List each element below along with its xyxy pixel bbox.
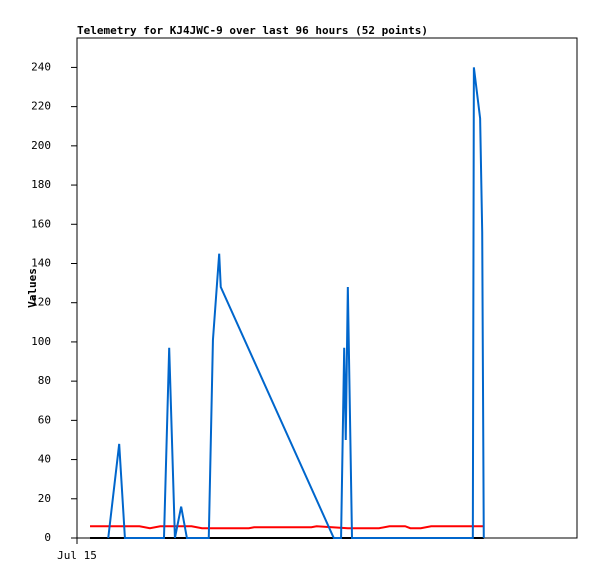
y-tick-label: 120 (31, 296, 51, 309)
y-tick-label: 160 (31, 217, 51, 230)
x-tick-label: Jul 15 (57, 549, 97, 562)
y-tick-label: 220 (31, 100, 51, 113)
y-tick-label: 80 (38, 374, 51, 387)
y-tick-label: 40 (38, 453, 51, 466)
y-tick-label: 60 (38, 413, 51, 426)
y-tick-label: 200 (31, 139, 51, 152)
chart-title: Telemetry for KJ4JWC-9 over last 96 hour… (77, 24, 428, 37)
y-axis-label: Values (26, 268, 39, 308)
y-tick-label: 180 (31, 178, 51, 191)
y-tick-label: 20 (38, 492, 51, 505)
series-line (90, 525, 484, 530)
y-tick-label: 240 (31, 60, 51, 73)
y-tick-label: 100 (31, 335, 51, 348)
series-line (107, 67, 485, 539)
y-tick-label: 140 (31, 256, 51, 269)
y-tick-label: 0 (44, 531, 51, 544)
